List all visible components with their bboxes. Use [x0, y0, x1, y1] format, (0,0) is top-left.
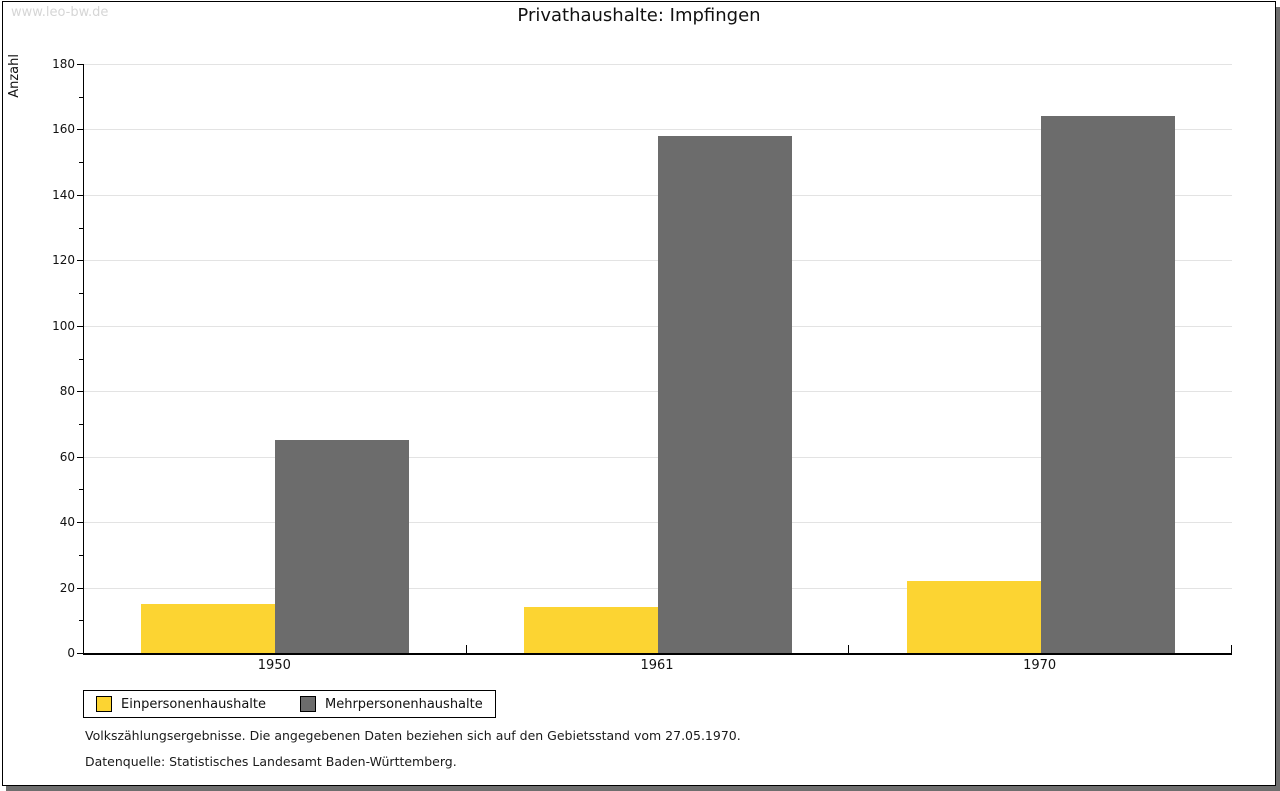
legend: Einpersonenhaushalte Mehrpersonenhaushalt… — [83, 690, 496, 718]
y-minor-tick-90 — [79, 358, 83, 360]
gridline-180 — [84, 64, 1232, 65]
y-tick-label-20: 20 — [59, 580, 75, 595]
y-major-tick-40 — [77, 522, 83, 524]
gridline-160 — [84, 129, 1232, 131]
y-minor-tick-70 — [79, 423, 83, 425]
bar-einpersonenhaushalte-1961 — [524, 607, 658, 653]
legend-item-mehrpersonenhaushalte: Mehrpersonenhaushalte — [300, 696, 483, 712]
x-tick-label-1961: 1961 — [640, 658, 674, 673]
y-major-tick-180 — [77, 64, 83, 65]
legend-label-einpersonenhaushalte: Einpersonenhaushalte — [121, 696, 266, 712]
y-tick-label-100: 100 — [52, 318, 75, 333]
y-minor-tick-110 — [79, 293, 83, 295]
bar-einpersonenhaushalte-1970 — [906, 581, 1041, 653]
x-tick-label-1970: 1970 — [1023, 658, 1057, 673]
y-minor-tick-170 — [79, 96, 83, 98]
y-tick-label-120: 120 — [52, 253, 75, 268]
y-minor-tick-30 — [79, 554, 83, 556]
y-tick-label-40: 40 — [59, 515, 75, 530]
bar-mehrpersonenhaushalte-1970 — [1040, 116, 1175, 653]
y-major-tick-160 — [77, 129, 83, 131]
legend-swatch-einpersonenhaushalte — [96, 696, 112, 712]
page-title: Privathaushalte: Impfingen — [517, 5, 761, 26]
y-tick-label-0: 0 — [67, 646, 75, 660]
legend-label-mehrpersonenhaushalte: Mehrpersonenhaushalte — [325, 696, 483, 712]
plot-area — [83, 64, 1232, 655]
y-major-tick-80 — [77, 391, 83, 393]
y-tick-label-80: 80 — [59, 384, 75, 399]
x-boundary-tick-3 — [1231, 645, 1232, 653]
footnote-gebietsstand: Volkszählungsergebnisse. Die angegebenen… — [85, 728, 741, 743]
y-minor-tick-50 — [79, 489, 83, 491]
bar-einpersonenhaushalte-1950 — [141, 603, 276, 653]
y-minor-tick-130 — [79, 227, 83, 229]
y-tick-label-140: 140 — [52, 187, 75, 202]
y-major-tick-0 — [77, 653, 83, 654]
legend-swatch-mehrpersonenhaushalte — [300, 696, 316, 712]
y-minor-tick-150 — [79, 162, 83, 164]
y-major-tick-140 — [77, 194, 83, 196]
bar-mehrpersonenhaushalte-1950 — [275, 440, 410, 653]
y-major-tick-60 — [77, 456, 83, 458]
x-boundary-tick-1 — [466, 645, 467, 653]
y-minor-tick-10 — [79, 620, 83, 622]
watermark: www.leo-bw.de — [11, 5, 109, 20]
y-major-tick-100 — [77, 325, 83, 327]
y-major-tick-20 — [77, 587, 83, 589]
y-tick-label-60: 60 — [59, 449, 75, 464]
y-major-tick-120 — [77, 260, 83, 262]
y-tick-label-180: 180 — [52, 57, 75, 71]
bar-mehrpersonenhaushalte-1961 — [658, 136, 792, 653]
y-axis-label: Anzahl — [7, 54, 22, 98]
y-tick-label-160: 160 — [52, 122, 75, 137]
x-tick-label-1950: 1950 — [257, 658, 291, 673]
x-boundary-tick-2 — [848, 645, 849, 653]
legend-item-einpersonenhaushalte: Einpersonenhaushalte — [96, 696, 266, 712]
footnote-datenquelle: Datenquelle: Statistisches Landesamt Bad… — [85, 754, 457, 769]
